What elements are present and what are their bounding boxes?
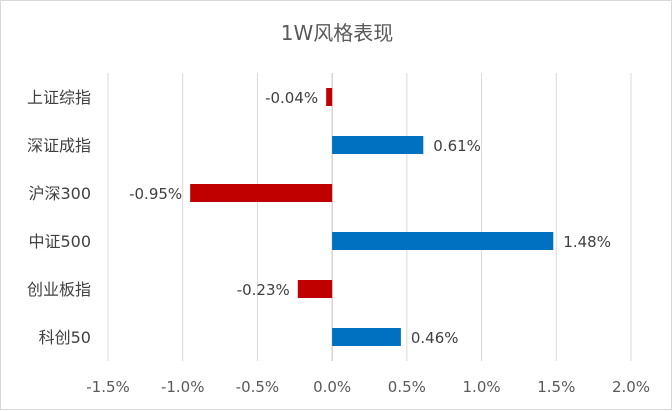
bars — [190, 88, 554, 346]
data-label-2: -0.95% — [129, 185, 182, 203]
category-label-2: 沪深300 — [28, 184, 91, 203]
bar-3 — [332, 232, 554, 250]
bar-2 — [190, 184, 333, 202]
data-label-3: 1.48% — [563, 233, 611, 251]
bar-5 — [332, 328, 401, 346]
x-tick-label-2: -0.5% — [236, 378, 280, 396]
chart-title: 1W风格表现 — [281, 21, 394, 45]
category-label-4: 创业板指 — [27, 280, 91, 299]
x-tick-label-1: -1.0% — [161, 378, 205, 396]
data-label-5: 0.46% — [411, 329, 459, 347]
bar-1 — [332, 136, 424, 154]
category-label-1: 深证成指 — [27, 136, 91, 155]
x-tick-label-4: 0.5% — [388, 378, 426, 396]
x-tick-label-3: 0.0% — [313, 378, 351, 396]
category-label-3: 中证500 — [28, 232, 91, 251]
category-label-5: 科创50 — [39, 328, 91, 347]
bar-0 — [326, 88, 333, 106]
data-label-4: -0.23% — [237, 281, 290, 299]
x-tick-label-7: 2.0% — [612, 378, 650, 396]
x-tick-labels: -1.5% -1.0% -0.5% 0.0% 0.5% 1.0% 1.5% 2.0% — [86, 378, 650, 396]
x-tick-label-5: 1.0% — [463, 378, 501, 396]
bar-4 — [297, 280, 333, 298]
x-tick-label-0: -1.5% — [86, 378, 130, 396]
data-label-1: 0.61% — [433, 137, 481, 155]
data-label-0: -0.04% — [265, 89, 318, 107]
category-label-0: 上证综指 — [27, 88, 91, 107]
data-labels: -0.04% 0.61% -0.95% 1.48% -0.23% 0.46% — [129, 89, 611, 347]
x-tick-label-6: 1.5% — [537, 378, 575, 396]
gridlines — [107, 73, 632, 361]
